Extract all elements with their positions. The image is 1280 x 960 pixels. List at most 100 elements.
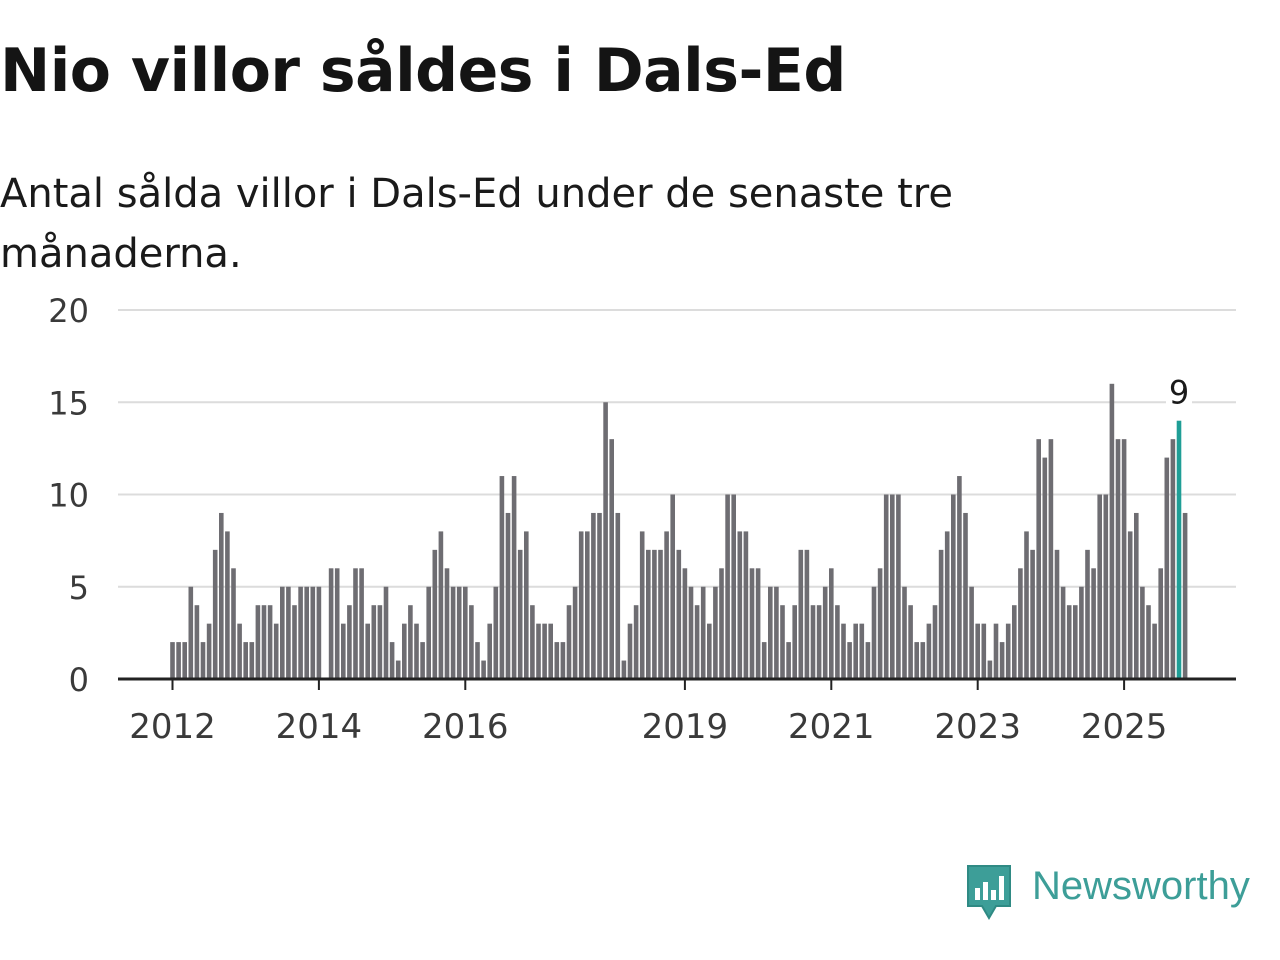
bar — [530, 605, 535, 679]
bar — [621, 660, 627, 679]
bar — [420, 642, 425, 679]
bar — [267, 605, 273, 679]
bar — [688, 586, 694, 679]
bar-chart: 0 5 10 15 20 2012 2014 2016 2019 2021 2023 2025 9 — [48, 292, 1236, 747]
bar — [597, 512, 602, 679]
highlight-label-bg — [1166, 372, 1192, 411]
bar — [987, 660, 993, 679]
bar — [1152, 623, 1157, 679]
bar — [908, 605, 913, 679]
bar — [481, 660, 486, 679]
bar — [402, 623, 407, 679]
x-tick-label: 2019 — [642, 707, 729, 747]
highlight-value-label: 9 — [1169, 374, 1189, 412]
bar — [1018, 568, 1023, 679]
y-tick-label: 10 — [48, 477, 89, 515]
x-tick-label: 2012 — [129, 707, 216, 747]
bar — [749, 568, 755, 679]
bar — [261, 605, 267, 679]
bar — [286, 586, 291, 679]
bar — [926, 623, 932, 679]
x-tick-label: 2016 — [422, 707, 509, 747]
bar — [829, 568, 834, 679]
x-tick-label: 2025 — [1081, 707, 1168, 747]
bar — [347, 605, 352, 679]
bar — [890, 494, 895, 679]
bar — [694, 605, 700, 679]
bar — [585, 531, 590, 679]
bar — [847, 642, 852, 679]
bar — [938, 549, 944, 679]
bar — [932, 605, 938, 679]
bar — [566, 605, 572, 679]
bar — [682, 568, 688, 679]
bar — [652, 549, 657, 679]
bar — [365, 623, 370, 679]
bar — [1066, 605, 1072, 679]
bar — [603, 402, 608, 679]
bar — [664, 531, 669, 679]
bar — [914, 642, 919, 679]
bar — [426, 586, 431, 679]
bar — [1140, 586, 1145, 679]
bar — [371, 605, 377, 679]
bar — [316, 586, 322, 679]
y-tick-label: 20 — [48, 292, 89, 330]
bar — [200, 642, 206, 679]
bar — [395, 660, 401, 679]
bar — [633, 605, 639, 679]
bar — [292, 605, 297, 679]
bar — [700, 586, 706, 679]
bar — [1097, 494, 1102, 679]
bar — [804, 549, 810, 679]
bar — [999, 642, 1005, 679]
x-axis-ticks: 2012 2014 2016 2019 2021 2023 2025 — [129, 679, 1167, 747]
x-tick-label: 2014 — [276, 707, 363, 747]
bar — [170, 642, 175, 679]
bar — [627, 623, 633, 679]
y-tick-label: 5 — [69, 569, 89, 607]
bar — [822, 586, 828, 679]
brand-logo: Newsworthy — [964, 862, 1250, 926]
bar — [798, 549, 804, 679]
bar — [414, 623, 419, 679]
y-tick-label: 0 — [69, 661, 89, 699]
bar — [853, 623, 858, 679]
bar — [389, 642, 395, 679]
bar — [1012, 605, 1017, 679]
bar — [432, 549, 438, 679]
x-tick-label: 2023 — [934, 707, 1021, 747]
bar — [176, 642, 181, 679]
bar — [1121, 439, 1127, 679]
bar — [1134, 512, 1139, 679]
bar — [536, 623, 541, 679]
bar — [676, 549, 682, 679]
bar — [859, 623, 865, 679]
bar — [816, 605, 822, 679]
bar — [646, 549, 651, 679]
bar — [670, 494, 675, 679]
bar — [1073, 605, 1078, 679]
bar — [487, 623, 492, 679]
bar — [408, 605, 413, 679]
bar — [1164, 457, 1170, 679]
bar — [1060, 586, 1066, 679]
bar — [1182, 512, 1188, 679]
bar — [1079, 586, 1084, 679]
bar — [1103, 494, 1109, 679]
bar — [639, 531, 645, 679]
bar — [944, 531, 950, 679]
brand-name: Newsworthy — [1032, 864, 1250, 908]
bar — [194, 605, 200, 679]
bar — [377, 605, 383, 679]
bar — [920, 642, 926, 679]
bar — [353, 568, 358, 679]
bar — [761, 642, 767, 679]
bar — [334, 568, 340, 679]
bar — [231, 568, 236, 679]
bar — [475, 642, 480, 679]
bar-highlight — [1176, 420, 1182, 679]
bars — [170, 383, 1188, 679]
bar — [743, 531, 749, 679]
bar — [737, 531, 743, 679]
